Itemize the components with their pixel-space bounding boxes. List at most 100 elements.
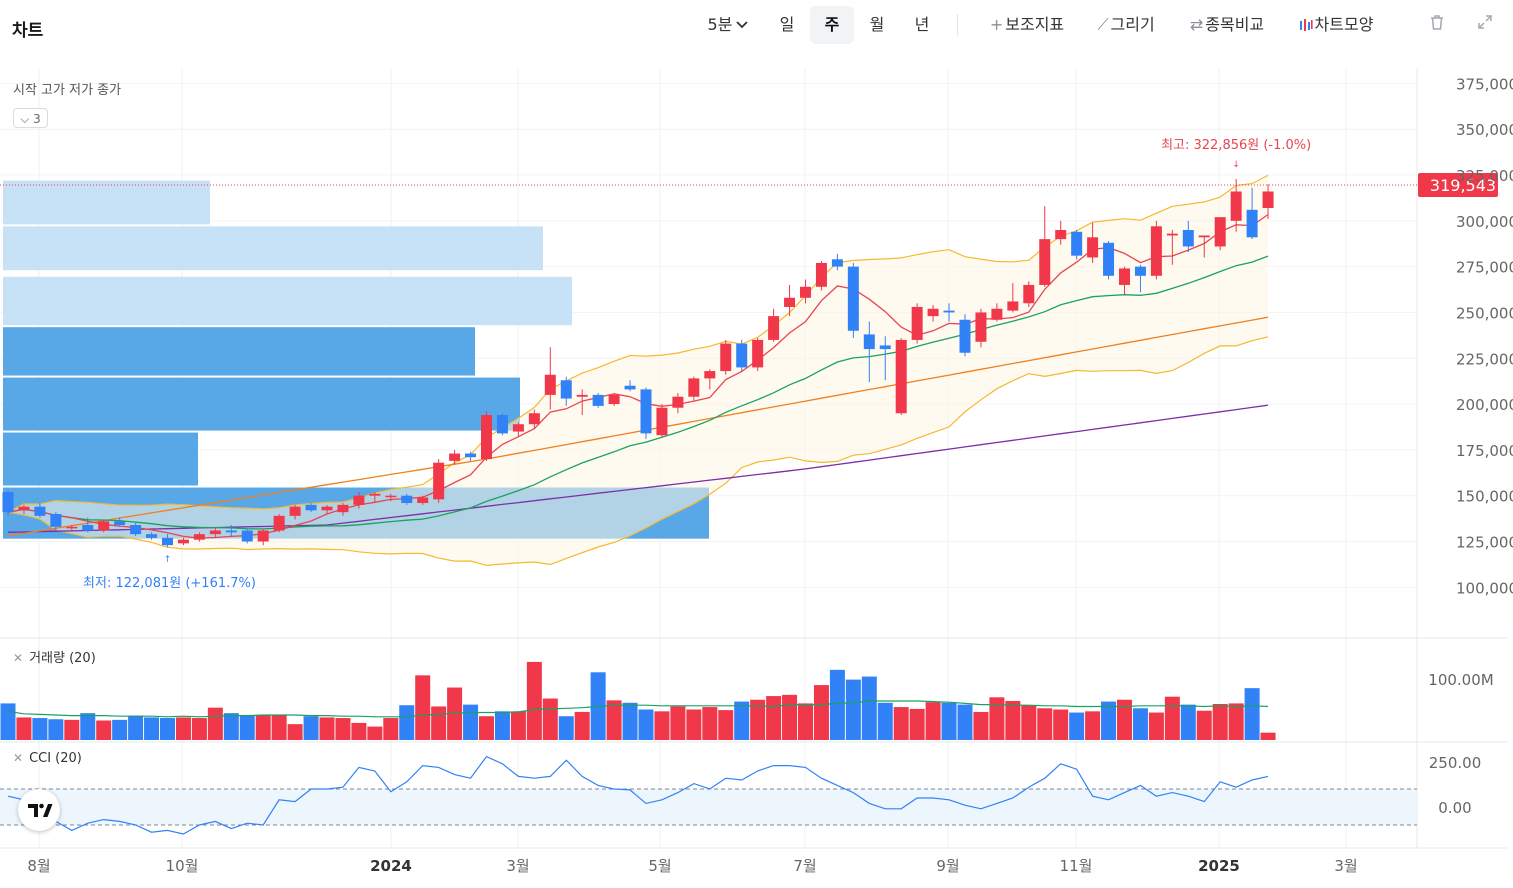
candle-body — [592, 394, 604, 406]
candle-body — [624, 385, 636, 390]
candle-body — [544, 374, 556, 395]
close-icon[interactable]: ✕ — [13, 651, 24, 665]
candle-body — [465, 453, 477, 458]
time-tick-label: 11월 — [1060, 857, 1093, 875]
volume-bar — [1037, 708, 1053, 740]
ma5-line — [7, 214, 1269, 539]
compare-button[interactable]: ⇄ 종목비교 — [1182, 6, 1272, 44]
volume-pane: 100.00M — [0, 661, 1494, 740]
candle-body — [943, 310, 955, 313]
volume-bar — [606, 700, 622, 740]
cci-tick-label: 250.00 — [1429, 754, 1482, 772]
tab-week[interactable]: 주 — [810, 6, 854, 44]
volume-bar — [0, 703, 16, 740]
candle-body — [321, 506, 333, 511]
volume-bar — [829, 669, 845, 740]
volume-bar — [207, 707, 223, 740]
price-annotations: 319,543 최고: 322,856원 (-1.0%) ↓ ↑ 최저: 122,081… — [0, 138, 1498, 591]
volume-bar — [32, 718, 48, 740]
ohlc-legend: 시작 고가 저가 종가 — [13, 83, 122, 98]
trash-icon[interactable] — [1427, 14, 1447, 36]
current-price-label: 319,543 — [1430, 176, 1496, 195]
candle-body — [1166, 233, 1178, 236]
compare-label: 종목비교 — [1205, 15, 1265, 34]
indicators-button[interactable]: + 보조지표 — [982, 6, 1072, 44]
volume-bar — [861, 676, 877, 740]
cci-band-fill — [0, 789, 1417, 825]
candle-body — [449, 453, 461, 461]
candle-body — [704, 371, 716, 379]
tab-month[interactable]: 월 — [869, 15, 885, 34]
candle-body — [66, 526, 78, 529]
volume-bar — [1117, 699, 1132, 740]
candle-body — [2, 492, 14, 513]
volume-bar — [1085, 711, 1101, 740]
candle-body — [496, 415, 508, 434]
candle-body — [385, 495, 397, 498]
volume-bar — [191, 718, 207, 740]
tab-day[interactable]: 일 — [779, 15, 795, 34]
ma20-line — [7, 255, 1269, 530]
price-tick-label: 325,000 — [1456, 167, 1513, 185]
chart-style-label: 차트모양 — [1314, 15, 1374, 34]
volume-profile-bar — [3, 432, 198, 486]
volume-bar — [383, 718, 399, 740]
close-icon[interactable]: ✕ — [13, 751, 24, 765]
price-tick-label: 250,000 — [1456, 304, 1513, 322]
candle-body — [927, 308, 939, 317]
time-tick-label: 2024 — [370, 857, 412, 875]
candle-body — [512, 424, 524, 432]
volume-bar — [239, 714, 255, 740]
volume-ma-line — [7, 700, 1269, 718]
app-title: 차트 — [12, 21, 44, 41]
candle-body — [1007, 301, 1019, 311]
time-axis: 8월 10월 2024 3월 5월 7월 9월 11월 2025 3월 — [27, 857, 1357, 875]
volume-bar — [893, 707, 909, 740]
time-tick-label: 10월 — [166, 857, 199, 875]
volume-bar — [750, 699, 766, 740]
legend-collapse-toggle[interactable]: ⌵ 3 — [13, 108, 48, 128]
volume-bar — [80, 713, 96, 740]
candle-body — [815, 262, 827, 287]
price-tick-label: 175,000 — [1456, 442, 1513, 460]
collapse-count: 3 — [33, 112, 41, 126]
draw-button[interactable]: ⟋ 그리기 — [1090, 6, 1162, 44]
tab-year[interactable]: 년 — [914, 15, 930, 34]
volume-bar — [766, 696, 782, 740]
stock-chart[interactable]: 319,543 최고: 322,856원 (-1.0%) ↓ ↑ 최저: 122,081… — [0, 52, 1513, 888]
bollinger-band-fill — [8, 175, 1268, 566]
volume-bar — [255, 714, 271, 740]
cci-pane-label: ✕ CCI (20) — [13, 751, 82, 766]
price-tick-label: 275,000 — [1456, 259, 1513, 277]
volume-bar — [144, 717, 160, 740]
volume-profile-bar — [3, 226, 543, 271]
moving-average-lines — [7, 174, 1269, 567]
pencil-icon: ⟋ — [1097, 15, 1109, 34]
up-arrow-icon: ↑ — [164, 555, 172, 565]
plus-icon: + — [989, 15, 1004, 34]
volume-bar — [1101, 701, 1117, 740]
candle-body — [895, 339, 907, 414]
volume-bar — [574, 711, 590, 740]
price-tick-label: 200,000 — [1456, 396, 1513, 414]
volume-bar — [415, 675, 431, 740]
volume-bar — [622, 702, 638, 740]
volume-bar — [1132, 708, 1148, 740]
tradingview-logo — [18, 789, 60, 831]
chart-style-button[interactable]: 차트모양 — [1290, 6, 1382, 44]
volume-bar — [989, 697, 1005, 740]
volume-bar — [128, 715, 144, 740]
volume-bar — [175, 717, 191, 740]
cci-label-text: CCI (20) — [29, 751, 82, 766]
candle-body — [273, 515, 285, 531]
candle-body — [401, 495, 413, 504]
volume-bar — [1005, 700, 1021, 740]
candle-body — [1071, 231, 1083, 256]
volume-bar — [845, 679, 861, 740]
volume-bar — [1212, 704, 1228, 740]
volume-bar — [1196, 710, 1212, 740]
volume-bar — [431, 706, 447, 740]
fullscreen-icon[interactable] — [1475, 14, 1495, 36]
interval-dropdown[interactable]: 5분 — [700, 6, 756, 44]
volume-bar — [16, 717, 32, 740]
